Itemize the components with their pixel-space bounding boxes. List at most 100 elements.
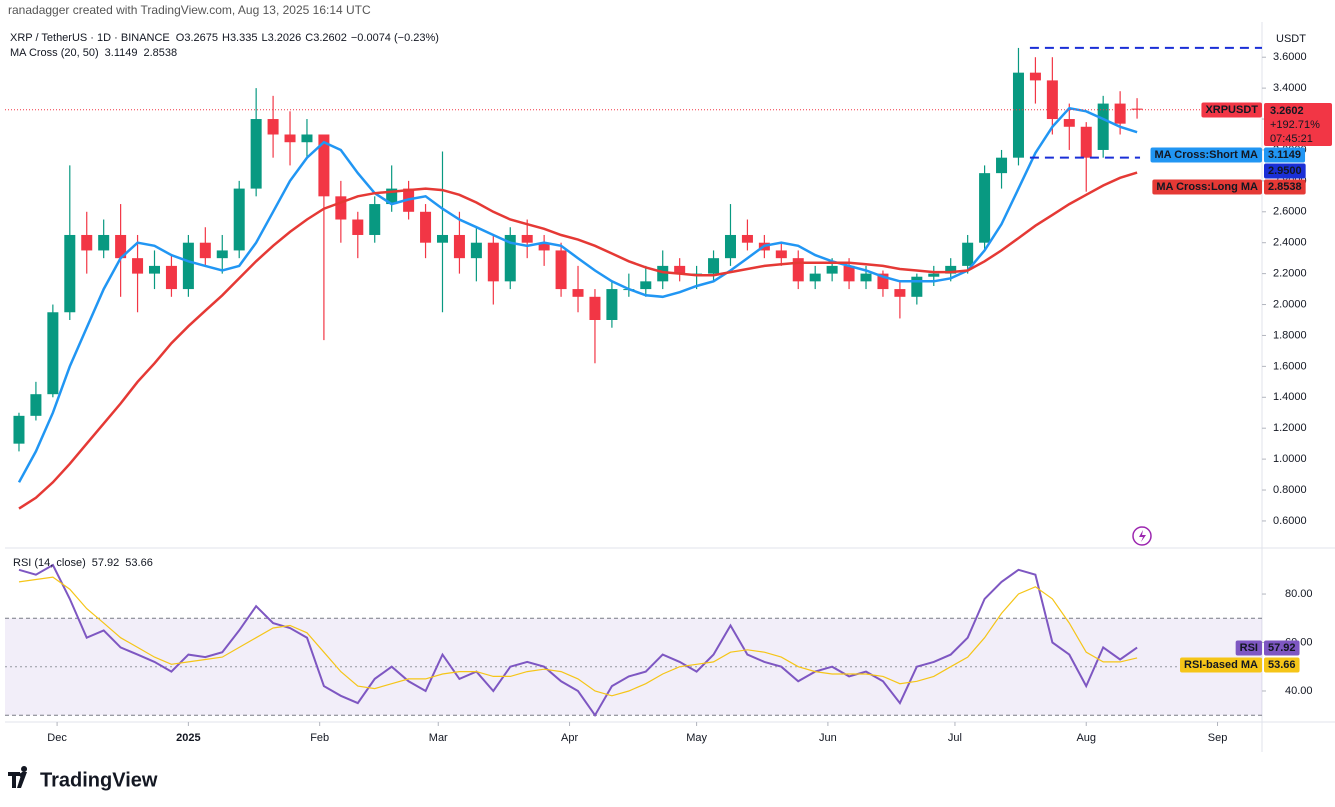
candle-body (98, 234, 110, 251)
ohlc-prefix: C (305, 32, 313, 44)
y-tick-label: 1.2000 (1273, 422, 1307, 434)
rsi-value: 57.92 (92, 557, 120, 569)
candle-body (335, 196, 347, 220)
candle-body (589, 296, 601, 320)
candle-body (1046, 80, 1058, 120)
y-tick-label: 3.6000 (1273, 51, 1307, 63)
rsi-ma-value-tag-box (1264, 657, 1300, 673)
symbol: XRP / TetherUS · 1D · BINANCE (10, 32, 170, 44)
candle-body (487, 242, 499, 282)
ma-short-value: 3.1149 (105, 47, 138, 59)
y-tick-label: 1.6000 (1273, 360, 1307, 372)
ohlc-prefix: H (222, 32, 230, 44)
candle-body (233, 188, 245, 251)
candle-body (1114, 103, 1126, 124)
rsi-ma-name-tag-box (1180, 657, 1262, 673)
candle-body (911, 276, 923, 297)
rsi-band (5, 618, 1262, 716)
candle-body (1097, 103, 1109, 150)
currency-label: USDT (1276, 33, 1306, 45)
candle-body (64, 234, 76, 313)
y-tick-label: 1.8000 (1273, 329, 1307, 341)
candle-body (420, 211, 432, 243)
y-tick-label: 2.4000 (1273, 237, 1307, 249)
candle-body (962, 242, 974, 266)
ticker-tag: XRPUSDT (1205, 104, 1258, 116)
candle-body (674, 265, 686, 274)
candle-body (13, 415, 25, 444)
event-icon-bolt (1139, 530, 1146, 542)
x-tick-label: Mar (429, 732, 448, 744)
rsi-ma-name-tag: RSI-based MA (1184, 659, 1258, 671)
ma-long-name-tag-box (1152, 179, 1262, 195)
rsi-line (18, 576, 1138, 697)
candle-body (436, 234, 448, 243)
rsi-value-tag: 57.92 (1268, 642, 1296, 654)
level-tag-box (1264, 163, 1306, 179)
candle-body (945, 265, 957, 274)
candle-body (148, 265, 161, 274)
rsi-y-tick-label: 80.00 (1285, 588, 1313, 600)
ma-short-name-tag-box (1150, 147, 1262, 163)
ohlc-prefix: L (261, 32, 267, 44)
candle-body (386, 188, 398, 205)
moving-average (17, 106, 1138, 483)
candle-body (250, 119, 262, 189)
y-tick-label: 3.4000 (1273, 82, 1307, 94)
candle-body (504, 234, 516, 282)
ma-long-name-tag: MA Cross:Long MA (1156, 181, 1258, 193)
y-tick-label: 1.4000 (1273, 391, 1307, 403)
x-tick-label: Dec (47, 732, 67, 744)
x-tick-label: Jul (948, 732, 962, 744)
candle-body (30, 394, 42, 416)
candle-body (979, 173, 991, 243)
candle-body (826, 265, 838, 274)
candle-body (708, 258, 720, 274)
ma-long-value-tag: 2.8538 (1268, 181, 1302, 193)
rsi-name-tag-box (1235, 640, 1262, 656)
candle-body (301, 134, 313, 143)
candle-body (809, 273, 821, 282)
ma-short-value-tag: 3.1149 (1268, 149, 1301, 161)
total-change-label: +192.71% (1270, 119, 1320, 131)
rsi-ma-value: 53.66 (125, 557, 153, 569)
candle-body (657, 265, 669, 282)
countdown-label: 07:45:21 (1270, 133, 1313, 145)
moving-average (18, 171, 1138, 510)
x-tick-label: May (686, 732, 707, 744)
candle-body (538, 242, 550, 251)
candle-body (724, 234, 736, 259)
candle-body (860, 273, 872, 282)
candle-body (352, 219, 364, 235)
candle-body (470, 242, 482, 259)
candle-body (877, 273, 889, 290)
ohlc-prefix: O (176, 32, 185, 44)
ohlc-value: 3.2675 (184, 32, 218, 44)
candle-body (1029, 72, 1041, 81)
rsi-y-tick-label: 40.00 (1285, 685, 1313, 697)
candle-body (555, 250, 567, 290)
candle-body (1012, 72, 1024, 158)
indicator-title: MA Cross (20, 50) (10, 47, 99, 59)
last-price-label: 3.2602 (1270, 105, 1304, 117)
candle-body (165, 265, 177, 290)
ma-short-value-tag-box (1264, 147, 1306, 163)
ma-short-name-tag: MA Cross:Short MA (1155, 149, 1259, 161)
candle-body (521, 234, 533, 243)
rsi-line (18, 563, 1138, 718)
candle-body (606, 289, 618, 320)
event-icon[interactable] (1132, 526, 1152, 546)
candle-body (47, 312, 59, 395)
candle-body (1080, 126, 1092, 158)
candle-body (792, 258, 804, 282)
y-tick-label: 2.0000 (1273, 298, 1307, 310)
x-tick-label: 2025 (176, 732, 200, 744)
x-tick-label: Aug (1076, 732, 1096, 744)
candle-body (318, 134, 330, 197)
candle-body (1063, 119, 1075, 127)
candle-body (453, 234, 465, 259)
candle-body (132, 258, 144, 274)
candle-body (640, 281, 652, 290)
